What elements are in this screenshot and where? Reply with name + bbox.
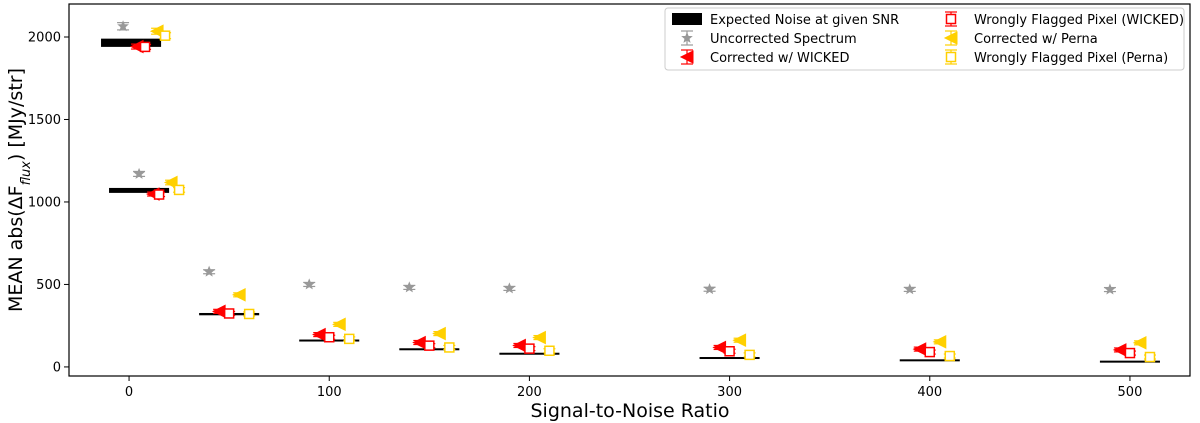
x-tick-label: 300: [717, 385, 742, 400]
y-axis-label: MEAN abs(ΔFflux) [MJy/str]: [5, 68, 34, 312]
legend-marker: [943, 31, 958, 45]
expected-noise-bar: [899, 359, 960, 362]
data-point: [412, 335, 426, 350]
data-point: [932, 335, 947, 349]
data-point: [444, 342, 455, 353]
data-point: [243, 308, 255, 320]
data-point: [1112, 343, 1127, 357]
data-point: [153, 189, 165, 200]
data-point: [323, 331, 335, 343]
series-uncorrected-spectrum: [117, 20, 1116, 295]
x-tick-label: 200: [517, 385, 542, 400]
data-point: [744, 349, 755, 361]
data-point: [1132, 336, 1147, 350]
series-corrected-w-perna: [149, 24, 1147, 350]
legend-items: Expected Noise at given SNR Uncorrected S…: [672, 11, 1184, 66]
x-tick-label: 0: [125, 385, 133, 400]
axis-ticks: 0 100 200 300 400 500 0 500 1000 1500 2000: [28, 30, 1142, 400]
legend-label: Expected Noise at given SNR: [710, 13, 899, 28]
legend-marker: [679, 50, 694, 64]
data-point: [117, 20, 129, 32]
data-marks: [101, 20, 1160, 363]
legend-label: Corrected w/ Perna: [974, 32, 1098, 47]
series-wrongly-flagged-pixel-wicked-: [139, 41, 1136, 359]
legend-handle-expected-noise: [672, 13, 702, 25]
series-wrongly-flagged-pixel-perna-: [159, 30, 1156, 363]
data-point: [173, 184, 185, 196]
data-point: [344, 333, 355, 345]
data-point: [232, 288, 246, 302]
expected-noise-bar: [109, 187, 170, 193]
legend-label: Wrongly Flagged Pixel (WICKED): [974, 13, 1184, 28]
legend-label: Wrongly Flagged Pixel (Perna): [974, 51, 1168, 66]
data-point: [1124, 347, 1136, 359]
data-point: [724, 346, 735, 357]
data-point: [1144, 351, 1156, 363]
x-tick-label: 500: [1118, 385, 1143, 400]
plot-frame: [68, 3, 1191, 377]
legend-box: [664, 7, 1185, 71]
y-tick-label: 1000: [28, 195, 61, 210]
data-point: [732, 333, 747, 348]
y-tick-label: 2000: [28, 30, 61, 45]
data-point: [512, 338, 526, 353]
legend-marker: [945, 13, 957, 25]
data-point: [1104, 283, 1116, 295]
y-tick-label: 1500: [28, 113, 61, 128]
data-point: [544, 345, 555, 357]
data-point: [203, 265, 215, 277]
legend-label: Corrected w/ WICKED: [710, 51, 850, 66]
data-point: [712, 340, 727, 355]
legend-marker: [681, 31, 693, 43]
legend: Expected Noise at given SNR Uncorrected S…: [664, 7, 1185, 71]
data-point: [303, 278, 315, 290]
y-tick-label: 0: [53, 360, 61, 375]
data-point: [924, 346, 936, 358]
data-point: [424, 340, 435, 351]
expected-noise-bar: [699, 357, 760, 360]
data-point: [332, 317, 346, 332]
data-point: [133, 167, 145, 179]
data-point: [524, 343, 535, 354]
data-point: [903, 283, 916, 295]
data-point: [139, 41, 151, 53]
data-point: [503, 282, 516, 294]
data-point: [223, 308, 235, 319]
expected-noise-bar: [101, 38, 162, 47]
data-point: [944, 350, 956, 362]
data-point: [159, 30, 171, 41]
x-tick-label: 400: [917, 385, 942, 400]
x-tick-label: 100: [317, 385, 342, 400]
series-corrected-w-wicked: [129, 39, 1127, 357]
data-point: [532, 330, 546, 345]
data-point: [703, 283, 716, 295]
data-point: [912, 342, 927, 356]
legend-marker: [945, 51, 957, 63]
data-point: [403, 281, 416, 293]
legend-label: Uncorrected Spectrum: [710, 32, 857, 47]
y-tick-label: 500: [36, 278, 61, 293]
expected-noise-bar: [1099, 360, 1160, 363]
data-point: [432, 326, 446, 341]
x-axis-label: Signal-to-Noise Ratio: [530, 400, 729, 422]
